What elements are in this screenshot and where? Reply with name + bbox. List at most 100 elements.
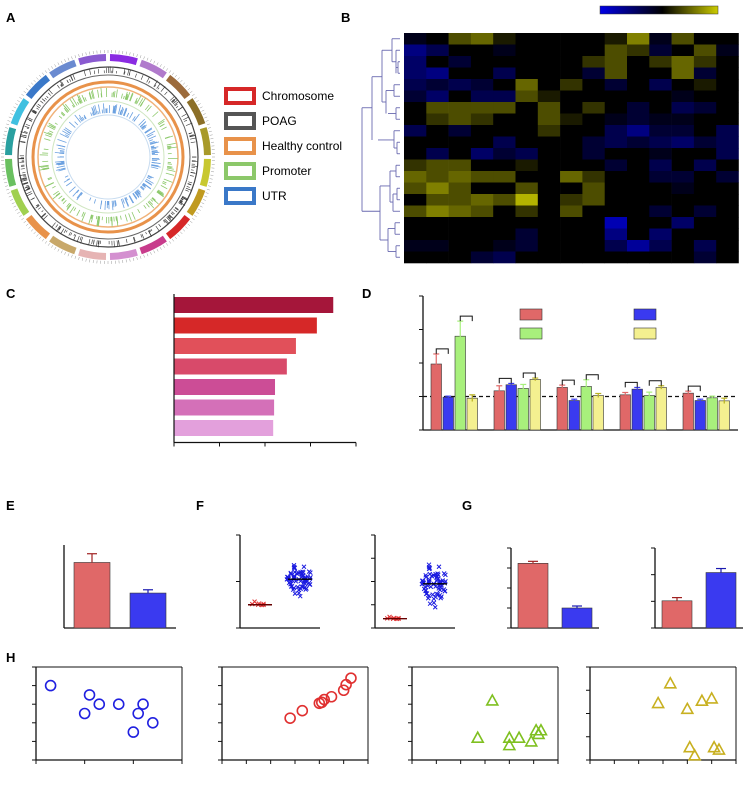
- heatmap-cell: [537, 182, 561, 195]
- bar: [466, 397, 478, 431]
- heatmap-cell: [582, 240, 605, 252]
- chromosome-tick: [5, 127, 9, 129]
- utr-spike: [145, 178, 154, 184]
- poag-spike: [177, 106, 183, 111]
- promoter-spike: [48, 122, 57, 128]
- utr-spike: [141, 125, 146, 129]
- promoter-spike: [90, 214, 93, 219]
- utr-spike: [114, 104, 118, 114]
- heatmap-cell: [560, 240, 583, 252]
- promoter-spike: [145, 203, 150, 208]
- heatmap-cell: [426, 171, 449, 183]
- heatmap-cell: [448, 67, 472, 80]
- bar: [592, 395, 604, 431]
- chromosome-tick: [153, 250, 156, 254]
- chromosome-tick: [81, 53, 84, 57]
- poag-spike: [35, 204, 39, 207]
- promoter-spike: [96, 216, 99, 226]
- promoter-spike: [125, 93, 129, 100]
- data-point: [437, 587, 443, 593]
- promoter-spike: [159, 123, 165, 128]
- poag-spike: [46, 96, 49, 99]
- poag-spike: [76, 235, 80, 243]
- heatmap-cell: [582, 148, 605, 160]
- chromosome-tick: [17, 100, 20, 103]
- heatmap-cell: [582, 136, 605, 149]
- data-point: [300, 584, 306, 590]
- heatmap-cell: [426, 182, 449, 195]
- utr-spike: [104, 200, 106, 210]
- heatmap-cell: [404, 113, 427, 126]
- promoter-spike: [61, 111, 66, 116]
- chromosome-tick: [177, 234, 180, 237]
- heatmap-cell: [448, 205, 472, 218]
- heatmap-cell: [470, 182, 494, 195]
- promoter-spike: [45, 182, 54, 188]
- promoter-spike: [167, 165, 173, 168]
- poag-ring: [17, 66, 199, 248]
- heatmap-cell: [604, 113, 628, 126]
- promoter-spike: [150, 198, 154, 202]
- promoter-spike: [52, 192, 61, 200]
- chromosome-tick: [150, 251, 152, 255]
- enrichment-bar: [174, 379, 276, 395]
- heatmap-cell: [716, 240, 739, 252]
- promoter-spike: [43, 131, 53, 136]
- poag-spike: [36, 204, 40, 207]
- utr-spike: [136, 189, 141, 195]
- poag-spike: [168, 214, 175, 220]
- data-point: [44, 679, 57, 692]
- heatmap-cell: [604, 67, 628, 80]
- chromosome-tick: [41, 72, 45, 76]
- heatmap-cell: [560, 171, 583, 183]
- legend-swatch-healthy: [224, 137, 256, 155]
- chromosome-tick: [33, 231, 36, 235]
- heatmap-cell: [515, 182, 539, 195]
- poag-spike: [27, 187, 30, 189]
- utr-spike: [57, 138, 67, 143]
- utr-spike: [74, 114, 82, 123]
- data-point: [93, 698, 106, 711]
- utr-spike: [118, 104, 122, 115]
- poag-spike: [190, 171, 196, 174]
- chromosome-tick: [74, 55, 77, 59]
- data-point: [127, 726, 140, 738]
- poag-spike: [55, 224, 59, 228]
- promoter-spike: [97, 89, 100, 98]
- chromosome-tick: [139, 55, 142, 59]
- utr-spike: [134, 191, 140, 198]
- utr-spike: [150, 145, 155, 148]
- poag-spike: [118, 240, 120, 246]
- enrichment-bar: [174, 338, 296, 354]
- promoter-spike: [76, 101, 80, 105]
- chromosome-tick: [180, 79, 183, 83]
- heatmap-cell: [716, 148, 739, 160]
- chromosome-tick: [196, 100, 199, 103]
- panel-letter-e: E: [6, 498, 15, 513]
- panel-letter-a: A: [6, 10, 16, 25]
- utr-spike: [149, 141, 157, 145]
- heatmap-cell: [404, 159, 427, 172]
- promoter-spike: [58, 195, 63, 200]
- utr-spike: [78, 114, 84, 121]
- promoter-spike: [95, 215, 98, 220]
- utr-spike: [139, 124, 144, 128]
- promoter-spike: [62, 199, 67, 204]
- heatmap-cell: [671, 205, 695, 218]
- heatmap-cell: [649, 102, 672, 114]
- promoter-spike: [123, 95, 125, 100]
- heatmap-cell: [604, 240, 628, 252]
- poag-spike: [127, 68, 130, 76]
- poag-spike: [189, 135, 195, 138]
- data-point: [663, 676, 678, 689]
- chromosome-tick: [185, 85, 188, 88]
- heatmap-cell: [470, 171, 494, 183]
- chromosome-tick: [3, 178, 7, 180]
- chromosome-arc: [165, 74, 191, 100]
- data-point: [651, 695, 665, 709]
- significance-bracket: [624, 381, 638, 388]
- heatmap-cell: [693, 90, 717, 103]
- heatmap-cell: [716, 79, 739, 91]
- promoter-spike: [126, 92, 131, 101]
- heatmap-cell: [604, 251, 628, 264]
